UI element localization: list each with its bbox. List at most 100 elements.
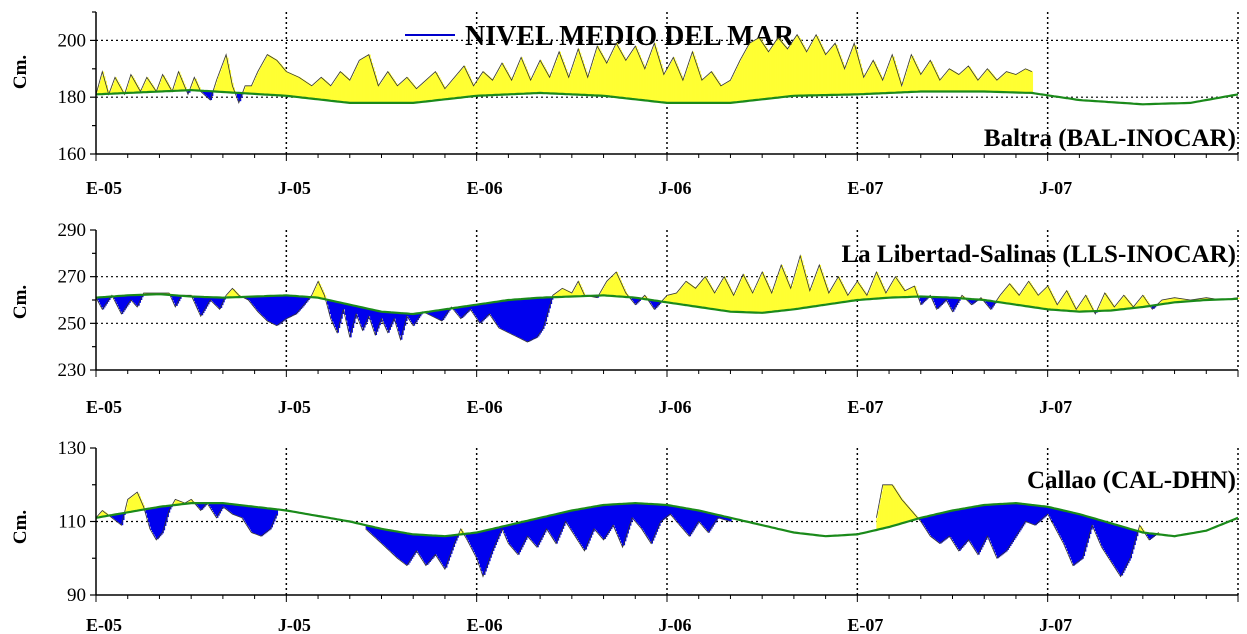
anomaly-fill	[712, 73, 715, 103]
anomaly-fill	[842, 61, 844, 95]
anomaly-fill	[178, 295, 181, 302]
anomaly-fill	[367, 308, 370, 320]
anomaly-fill	[1183, 298, 1186, 302]
anomaly-fill	[136, 84, 139, 93]
anomaly-fill	[889, 287, 891, 298]
anomaly-fill	[297, 296, 300, 312]
anomaly-fill	[302, 296, 305, 307]
anomaly-fill	[253, 506, 256, 534]
anomaly-fill	[172, 295, 175, 301]
anomaly-fill	[701, 511, 704, 526]
anomaly-fill	[923, 70, 926, 92]
anomaly-fill	[826, 53, 829, 96]
anomaly-fill	[1119, 525, 1122, 576]
anomaly-fill	[1108, 298, 1111, 311]
anomaly-fill	[179, 74, 182, 91]
anomaly-fill	[656, 504, 659, 532]
anomaly-fill	[726, 82, 729, 103]
anomaly-fill	[382, 79, 385, 103]
anomaly-fill	[642, 503, 645, 530]
anomaly-fill	[113, 514, 116, 520]
anomaly-fill	[719, 285, 721, 310]
anomaly-fill	[743, 274, 746, 313]
anomaly-fill	[914, 514, 917, 520]
anomaly-fill	[883, 288, 886, 299]
x-tick-label: E-07	[847, 397, 883, 417]
anomaly-fill	[939, 297, 942, 307]
anomaly-fill	[881, 283, 884, 299]
anomaly-fill	[790, 45, 792, 97]
anomaly-fill	[538, 297, 541, 335]
anomaly-fill	[191, 499, 194, 504]
anomaly-fill	[210, 91, 213, 101]
y-axis-label: Cm.	[10, 510, 31, 544]
anomaly-fill	[1021, 503, 1023, 529]
anomaly-fill	[230, 76, 233, 93]
anomaly-fill	[116, 79, 119, 94]
anomaly-fill	[1054, 508, 1056, 526]
anomaly-fill	[181, 501, 183, 505]
anomaly-fill	[681, 507, 684, 528]
anomaly-fill	[206, 297, 209, 307]
anomaly-fill	[746, 281, 749, 313]
anomaly-fill	[663, 504, 666, 520]
anomaly-fill	[457, 73, 460, 98]
anomaly-fill	[960, 509, 962, 550]
anomaly-fill	[198, 503, 201, 509]
anomaly-fill	[311, 85, 314, 99]
anomaly-fill	[996, 504, 999, 559]
anomaly-fill	[427, 79, 430, 102]
anomaly-fill	[343, 74, 346, 103]
anomaly-fill	[546, 297, 549, 318]
anomaly-fill	[480, 304, 483, 323]
anomaly-fill	[512, 299, 515, 335]
anomaly-fill	[649, 56, 652, 101]
anomaly-fill	[1034, 505, 1037, 526]
anomaly-fill	[1085, 515, 1088, 548]
anomaly-fill	[620, 503, 623, 543]
anomaly-fill	[1128, 301, 1131, 309]
anomaly-fill	[115, 514, 117, 521]
anomaly-fill	[323, 79, 325, 100]
anomaly-fill	[687, 282, 690, 306]
anomaly-fill	[694, 59, 697, 103]
anomaly-fill	[610, 504, 613, 530]
anomaly-fill	[1037, 505, 1040, 523]
anomaly-fill	[395, 83, 398, 103]
anomaly-fill	[205, 297, 207, 309]
anomaly-fill	[749, 43, 752, 101]
anomaly-fill	[644, 67, 647, 101]
anomaly-fill	[905, 503, 908, 523]
anomaly-fill	[391, 312, 394, 325]
anomaly-fill	[348, 79, 351, 103]
anomaly-fill	[437, 535, 440, 559]
anomaly-fill	[930, 61, 933, 92]
anomaly-fill	[720, 515, 723, 519]
anomaly-fill	[839, 279, 842, 303]
anomaly-fill	[1061, 510, 1064, 541]
anomaly-fill	[1113, 524, 1116, 566]
anomaly-fill	[695, 509, 698, 527]
anomaly-fill	[392, 79, 395, 103]
anomaly-fill	[246, 85, 249, 94]
anomaly-fill	[536, 297, 539, 338]
anomaly-fill	[467, 533, 470, 540]
anomaly-fill	[1118, 525, 1121, 574]
anomaly-fill	[750, 42, 753, 101]
anomaly-fill	[268, 295, 271, 322]
anomaly-fill	[778, 272, 781, 312]
anomaly-fill	[764, 46, 767, 100]
anomaly-fill	[446, 535, 449, 565]
anomaly-fill	[658, 504, 661, 526]
anomaly-fill	[991, 504, 994, 547]
anomaly-fill	[993, 75, 995, 92]
anomaly-fill	[924, 68, 927, 92]
anomaly-fill	[565, 289, 568, 297]
anomaly-fill	[830, 289, 833, 304]
anomaly-fill	[496, 72, 499, 95]
anomaly-fill	[883, 76, 886, 94]
anomaly-fill	[197, 296, 200, 310]
anomaly-fill	[828, 291, 831, 305]
anomaly-fill	[899, 282, 902, 298]
anomaly-fill	[821, 272, 824, 306]
